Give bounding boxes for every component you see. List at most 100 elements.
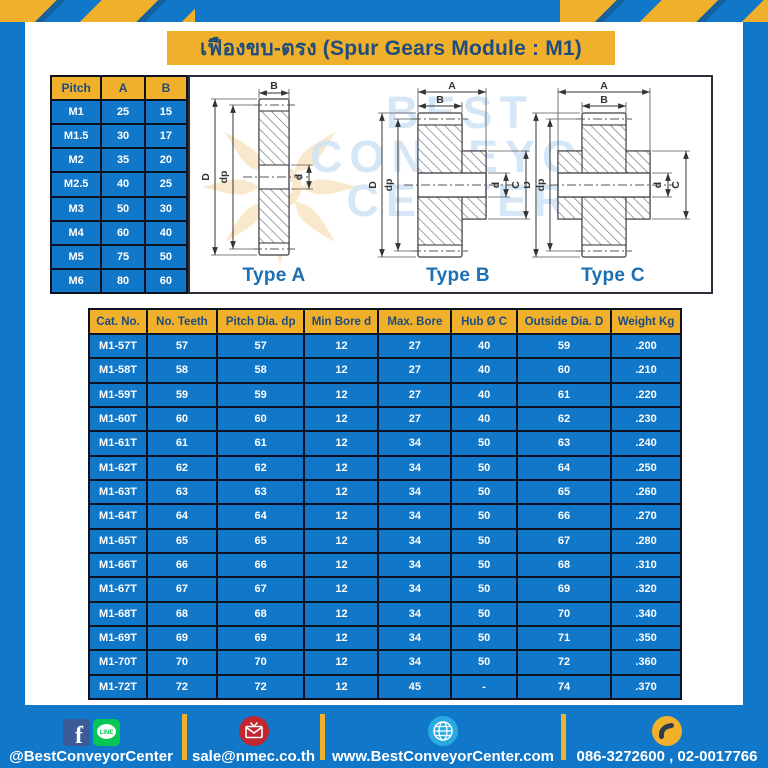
svg-text:f: f [75, 723, 84, 746]
table-cell: 25 [143, 171, 189, 198]
table-cell: 12 [303, 405, 380, 433]
table-cell: M1-57T [87, 332, 149, 360]
table-cell: 67 [515, 527, 613, 554]
table-cell: 58 [146, 357, 218, 384]
line-icon[interactable]: LINE [92, 719, 120, 746]
hazard-stripes-left [0, 0, 195, 22]
dim-label-D: D [368, 181, 379, 189]
email-address[interactable]: sale@nmec.co.th [191, 748, 315, 765]
table-cell: .270 [610, 503, 682, 530]
table-cell: 63 [146, 478, 218, 506]
column-header: Weight Kg [610, 308, 682, 335]
table-cell: 63 [215, 478, 306, 506]
table-row: M4 60 40 [49, 219, 189, 246]
column-header: No. Teeth [146, 308, 218, 335]
column-header: Cat. No. [87, 308, 149, 335]
table-row: M6 80 60 [49, 267, 189, 295]
column-header: Max. Bore [377, 308, 453, 335]
table-cell: M1-64T [87, 503, 149, 530]
table-cell: 40 [143, 219, 189, 246]
table-cell: 27 [377, 381, 453, 408]
email-icon[interactable] [238, 716, 269, 746]
table-cell: 60 [215, 405, 306, 433]
table-cell: .360 [610, 649, 682, 676]
table-cell: 70 [146, 649, 218, 676]
table-cell: 72 [515, 649, 613, 676]
table-cell: 34 [377, 430, 453, 457]
table-cell: 40 [450, 381, 518, 408]
table-row: M1-60T 60 60 12 27 40 62.230 [87, 405, 682, 433]
table-cell: 64 [215, 503, 306, 530]
table-cell: 34 [377, 551, 453, 579]
table-cell: 12 [303, 332, 380, 360]
table-cell: 12 [303, 478, 380, 506]
phone-icon[interactable] [652, 716, 682, 746]
table-cell: .310 [610, 551, 682, 579]
table-cell: .340 [610, 600, 682, 627]
website-url[interactable]: www.BestConveyorCenter.com [331, 748, 554, 765]
table-cell: 50 [450, 649, 518, 676]
table-row: M2 35 20 [49, 147, 189, 174]
table-cell: - [450, 673, 518, 701]
table-cell: 67 [215, 576, 306, 603]
table-cell: 72 [146, 673, 218, 701]
table-cell: 65 [146, 527, 218, 554]
table-cell: 12 [303, 673, 380, 701]
phone-numbers[interactable]: 086-3272600 , 02-0017766 [576, 748, 758, 765]
table-row: M1-68T 68 68 12 34 50 70.340 [87, 600, 682, 627]
table-cell: 61 [515, 381, 613, 408]
table-cell: 27 [377, 357, 453, 384]
table-cell: M1-72T [87, 673, 149, 701]
table-cell: M5 [49, 243, 103, 270]
footer-divider [182, 713, 187, 760]
table-cell: M2.5 [49, 171, 103, 198]
table-cell: 12 [303, 381, 380, 408]
table-row: M5 75 50 [49, 243, 189, 270]
table-cell: 50 [450, 478, 518, 506]
table-cell: 34 [377, 454, 453, 481]
table-cell: 68 [146, 600, 218, 627]
dim-label-dp: dp [383, 179, 395, 192]
gear-drawing-type-a: B D dp d Type A [199, 79, 349, 287]
table-cell: 61 [215, 430, 306, 457]
footer-phone-section[interactable]: 086-3272600 , 02-0017766 [566, 705, 768, 768]
table-cell: .350 [610, 624, 682, 652]
table-cell: 58 [215, 357, 306, 384]
content-sheet: เฟืองขบ-ตรง (Spur Gears Module : M1) Pit… [25, 22, 743, 705]
table-row: M1-58T 58 58 12 27 40 60.210 [87, 357, 682, 384]
table-cell: 12 [303, 503, 380, 530]
table-cell: 50 [100, 195, 146, 222]
column-header: B [143, 75, 189, 101]
table-cell: 27 [377, 405, 453, 433]
table-cell: 74 [515, 673, 613, 701]
footer-social-section[interactable]: f LINE @BestConveyorCenter [0, 705, 182, 768]
gear-type-c-diagram: A B D [524, 80, 690, 258]
table-cell: 69 [515, 576, 613, 603]
facebook-handle[interactable]: @BestConveyorCenter [9, 748, 173, 765]
footer-contact-bar: f LINE @BestConveyorCenter sale@nmec.co.… [0, 705, 768, 768]
column-header: Hub Ø C [450, 308, 518, 335]
facebook-icon[interactable]: f [62, 719, 90, 746]
table-cell: 60 [100, 219, 146, 246]
type-b-label: Type B [426, 265, 490, 286]
column-header: Outside Dia. D [515, 308, 613, 335]
table-cell: 20 [143, 147, 189, 174]
table-row: M1-67T 67 67 12 34 50 69.320 [87, 576, 682, 603]
table-cell: 50 [450, 503, 518, 530]
table-cell: 17 [143, 123, 189, 150]
dim-label-A: A [600, 80, 608, 92]
footer-website-section[interactable]: www.BestConveyorCenter.com [325, 705, 561, 768]
footer-email-section[interactable]: sale@nmec.co.th [187, 705, 320, 768]
table-cell: 12 [303, 527, 380, 554]
table-cell: M1-60T [87, 405, 149, 433]
globe-icon[interactable] [428, 716, 458, 746]
page-title: เฟืองขบ-ตรง (Spur Gears Module : M1) [167, 31, 615, 65]
table-cell: 57 [215, 332, 306, 360]
table-cell: 34 [377, 576, 453, 603]
table-cell: M1-58T [87, 357, 149, 384]
dim-label-dp: dp [535, 179, 547, 192]
dim-label-B: B [600, 94, 608, 106]
table-cell: 59 [146, 381, 218, 408]
table-cell: 34 [377, 527, 453, 554]
table-cell: 59 [215, 381, 306, 408]
